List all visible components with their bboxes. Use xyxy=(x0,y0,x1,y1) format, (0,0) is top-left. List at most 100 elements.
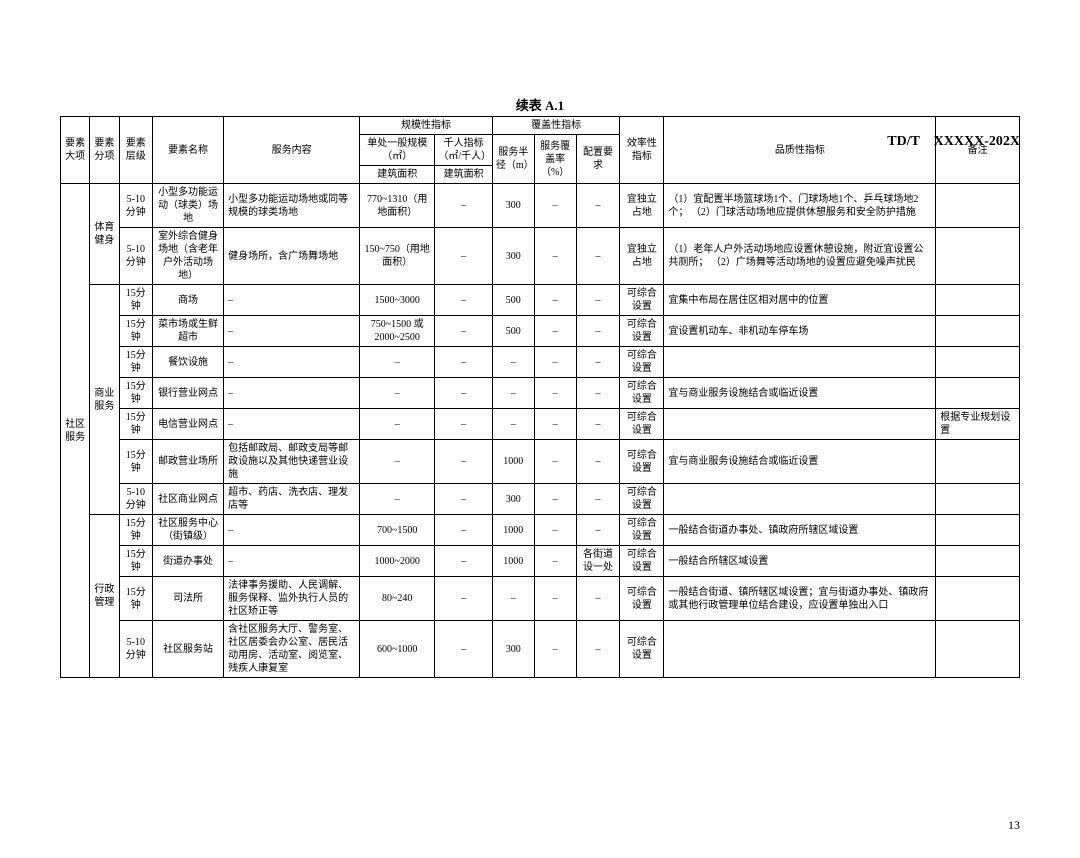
cell: – xyxy=(360,378,435,409)
page-number: 13 xyxy=(1008,818,1020,833)
cell: – xyxy=(435,347,493,378)
cell: – xyxy=(435,285,493,316)
cell xyxy=(936,285,1020,316)
cell: 可综合设置 xyxy=(620,484,664,515)
th-cov: 服务覆盖率（%） xyxy=(534,135,576,184)
cell xyxy=(936,347,1020,378)
cell: – xyxy=(576,577,620,621)
cell: – xyxy=(435,546,493,577)
cell: 超市、药店、洗衣店、理发店等 xyxy=(224,484,360,515)
cell: 15分钟 xyxy=(119,316,152,347)
cell xyxy=(936,228,1020,285)
cell xyxy=(664,409,936,440)
cell: 司法所 xyxy=(153,577,224,621)
cell: 宜设置机动车、非机动车停车场 xyxy=(664,316,936,347)
cell: – xyxy=(492,577,534,621)
th-cat: 要素分项 xyxy=(90,117,119,184)
cell xyxy=(936,484,1020,515)
cell: 1000 xyxy=(492,546,534,577)
th-scale-b2: 建筑面积 xyxy=(435,166,493,184)
cell: 1000 xyxy=(492,440,534,484)
cell xyxy=(936,621,1020,678)
cell: 含社区服务大厅、警务室、社区居委会办公室、居民活动用房、活动室、阅览室、残疾人康… xyxy=(224,621,360,678)
cell: – xyxy=(576,228,620,285)
cell: 可综合设置 xyxy=(620,515,664,546)
table-row: 5-10分钟社区服务站含社区服务大厅、警务室、社区居委会办公室、居民活动用房、活… xyxy=(61,621,1020,678)
cell: 80~240 xyxy=(360,577,435,621)
cell: 体育健身 xyxy=(90,184,119,285)
cell: – xyxy=(534,228,576,285)
cell: 600~1000 xyxy=(360,621,435,678)
cell: – xyxy=(224,546,360,577)
cell: 一般结合街道办事处、镇政府所辖区域设置 xyxy=(664,515,936,546)
th-note: 备注 xyxy=(936,117,1020,184)
table-row: 5-10分钟社区商业网点超市、药店、洗衣店、理发店等––300––可综合设置 xyxy=(61,484,1020,515)
cell: – xyxy=(576,409,620,440)
cell xyxy=(664,347,936,378)
cell: 15分钟 xyxy=(119,546,152,577)
standards-table: 要素大项 要素分项 要素层级 要素名称 服务内容 规模性指标 覆盖性指标 效率性… xyxy=(60,116,1020,678)
cell xyxy=(936,546,1020,577)
th-qual: 品质性指标 xyxy=(664,117,936,184)
cell: – xyxy=(224,316,360,347)
cell: 各街道设一处 xyxy=(576,546,620,577)
cell: – xyxy=(534,184,576,228)
cell: 5-10分钟 xyxy=(119,228,152,285)
cell: 1500~3000 xyxy=(360,285,435,316)
cell xyxy=(936,577,1020,621)
cell: – xyxy=(576,347,620,378)
cell: – xyxy=(224,347,360,378)
cell: 街道办事处 xyxy=(153,546,224,577)
cell: – xyxy=(534,316,576,347)
cell: 5-10分钟 xyxy=(119,184,152,228)
cell: 500 xyxy=(492,316,534,347)
cell: 宜集中布局在居住区相对居中的位置 xyxy=(664,285,936,316)
cell: 15分钟 xyxy=(119,515,152,546)
cell: – xyxy=(534,378,576,409)
header-row-1: 要素大项 要素分项 要素层级 要素名称 服务内容 规模性指标 覆盖性指标 效率性… xyxy=(61,117,1020,135)
cell: – xyxy=(360,409,435,440)
cell: – xyxy=(492,409,534,440)
cell: 社区商业网点 xyxy=(153,484,224,515)
cell: – xyxy=(435,577,493,621)
cell: 5-10分钟 xyxy=(119,621,152,678)
cell: 可综合设置 xyxy=(620,577,664,621)
cell: – xyxy=(435,228,493,285)
cell: 1000 xyxy=(492,515,534,546)
cell: 700~1500 xyxy=(360,515,435,546)
cell: 室外综合健身场地（含老年户外活动场地） xyxy=(153,228,224,285)
cell: 15分钟 xyxy=(119,347,152,378)
cell: – xyxy=(576,484,620,515)
cell: – xyxy=(224,515,360,546)
cell: 宜与商业服务设施结合或临近设置 xyxy=(664,440,936,484)
cell: – xyxy=(534,440,576,484)
cell: 可综合设置 xyxy=(620,316,664,347)
cell: – xyxy=(435,484,493,515)
cell: 社区服务中心（街镇级） xyxy=(153,515,224,546)
table-row: 15分钟邮政营业场所包括邮政局、邮政支局等邮政设施以及其他快递营业设施––100… xyxy=(61,440,1020,484)
cell: 15分钟 xyxy=(119,378,152,409)
cell: – xyxy=(534,347,576,378)
cell: – xyxy=(435,378,493,409)
cell: 150~750（用地面积） xyxy=(360,228,435,285)
cell: – xyxy=(435,621,493,678)
cell xyxy=(936,440,1020,484)
table-row: 15分钟餐饮设施––––––可综合设置 xyxy=(61,347,1020,378)
th-name: 要素名称 xyxy=(153,117,224,184)
cell: 15分钟 xyxy=(119,409,152,440)
cell: – xyxy=(360,440,435,484)
cell: 健身场所，含广场舞场地 xyxy=(224,228,360,285)
cell: 可综合设置 xyxy=(620,440,664,484)
th-cfg: 配置要求 xyxy=(576,135,620,184)
cell: – xyxy=(435,440,493,484)
cell: – xyxy=(534,409,576,440)
cell: 15分钟 xyxy=(119,577,152,621)
cell: 邮政营业场所 xyxy=(153,440,224,484)
th-scale-a2: 建筑面积 xyxy=(360,166,435,184)
cell: 包括邮政局、邮政支局等邮政设施以及其他快递营业设施 xyxy=(224,440,360,484)
cell: – xyxy=(492,347,534,378)
cell: – xyxy=(576,378,620,409)
cell: 商场 xyxy=(153,285,224,316)
cell: 菜市场或生鲜超市 xyxy=(153,316,224,347)
cell: 宜与商业服务设施结合或临近设置 xyxy=(664,378,936,409)
